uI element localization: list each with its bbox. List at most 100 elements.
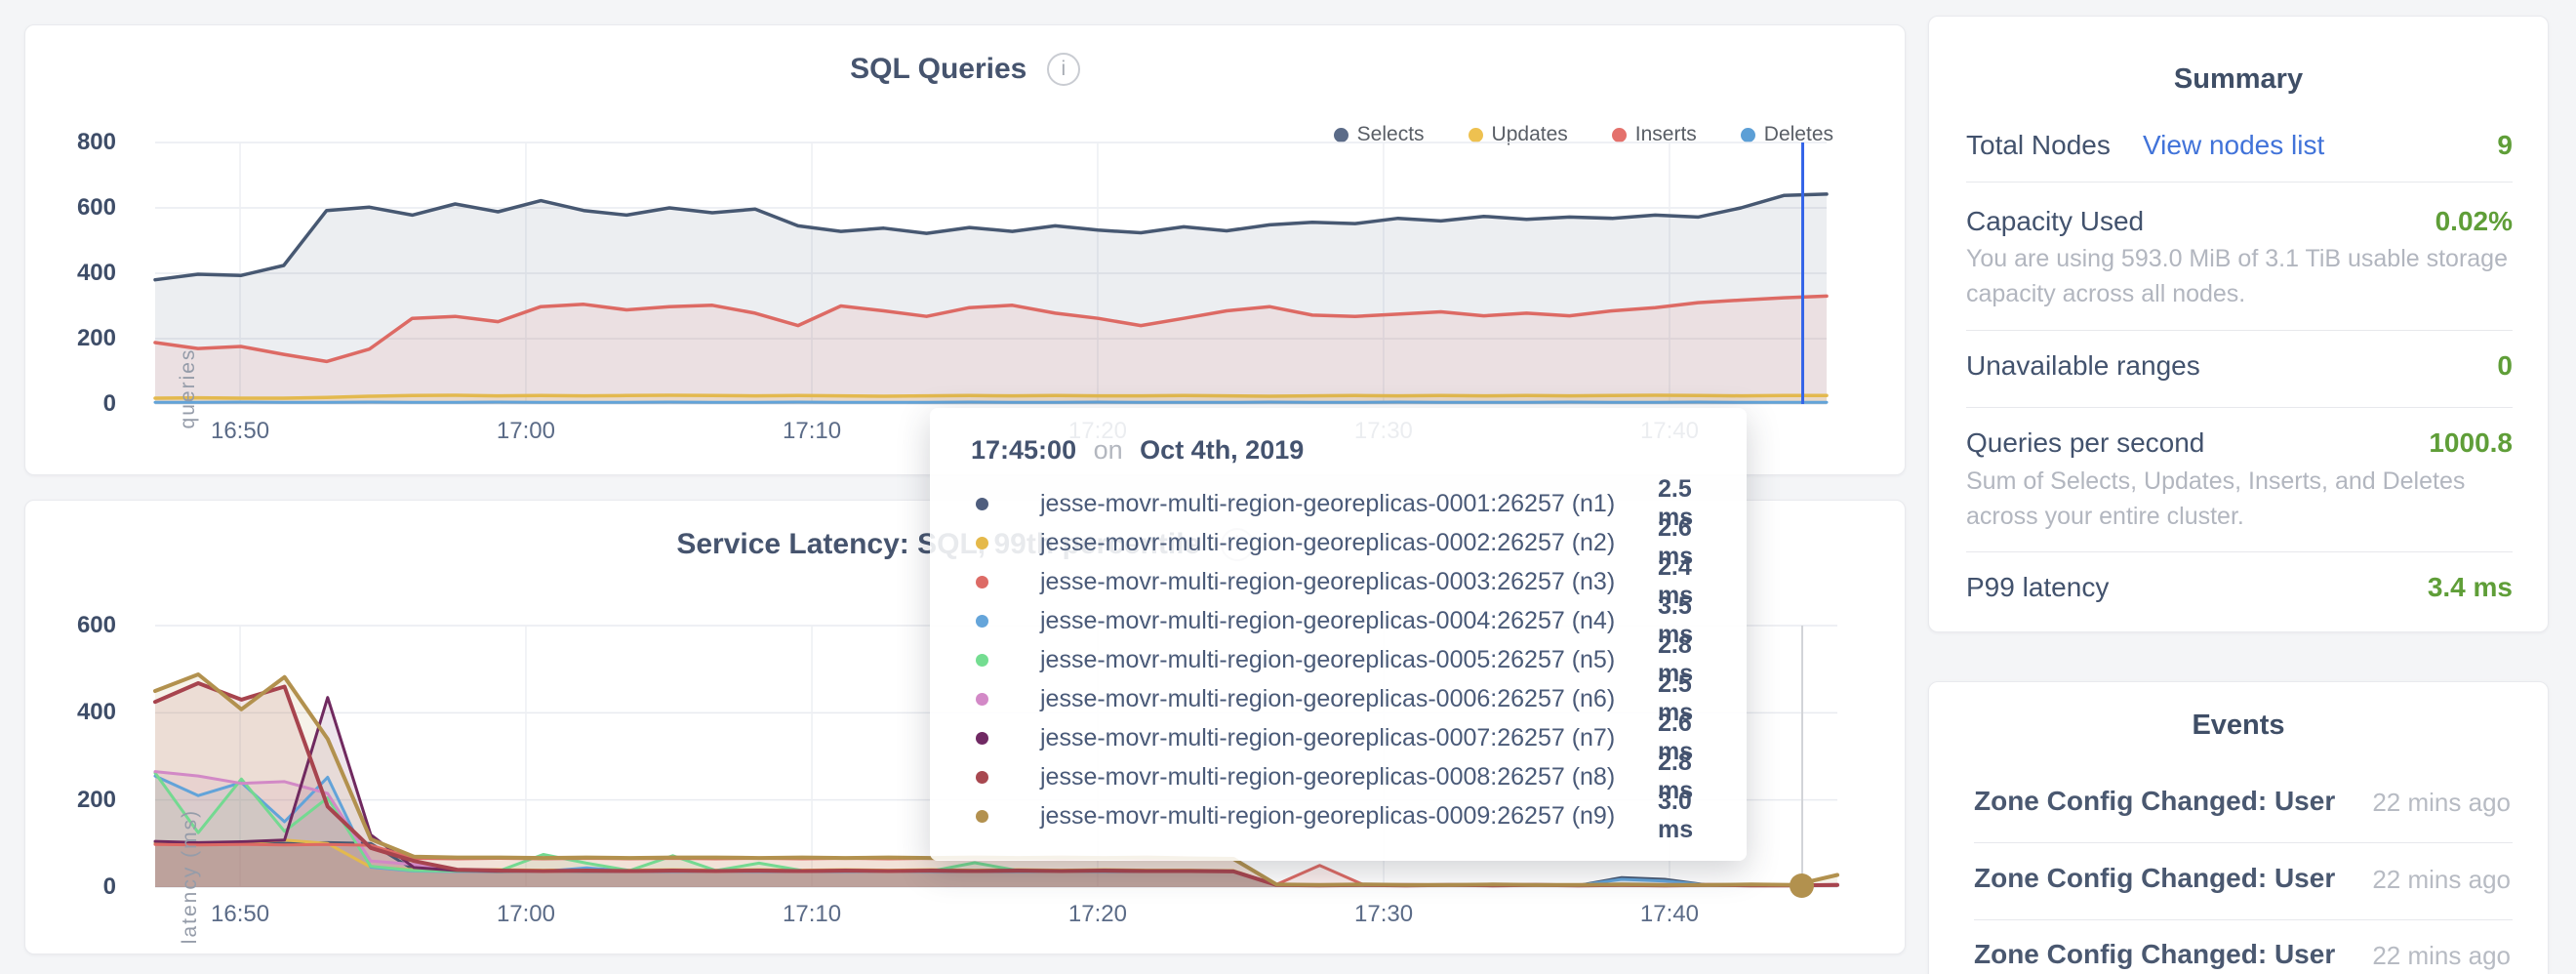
y-axis-title: latency (ms) [179, 808, 201, 945]
events-title: Events [2192, 710, 2285, 741]
sql-queries-svg [153, 142, 1829, 405]
chart-tooltip: 17:45:00 on Oct 4th, 2019 jesse-movr-mul… [930, 408, 1747, 861]
event-link[interactable]: Zone Config Changed: User… [1974, 863, 2335, 893]
node-name: jesse-movr-multi-region-georeplicas-0006… [1040, 684, 1616, 712]
x-axis-tick: 17:40 [1639, 901, 1699, 927]
unavailable-ranges-label: Unavailable ranges [1966, 350, 2200, 381]
capacity-used-label: Capacity Used [1966, 206, 2145, 236]
unavailable-ranges-value: 0 [2497, 350, 2513, 381]
node-name: jesse-movr-multi-region-georeplicas-0002… [1040, 528, 1616, 556]
divider [1966, 330, 2513, 331]
queries-per-second-label: Queries per second [1966, 427, 2205, 458]
node-latency: 3.0 ms [1658, 788, 1694, 843]
node-latency: 2.6 ms [1658, 514, 1694, 570]
event-link[interactable]: Zone Config Changed: User… [1974, 786, 2335, 816]
total-nodes-label: Total Nodes [1966, 130, 2111, 160]
inserts-dot-icon [1611, 127, 1627, 142]
tooltip-node-row: jesse-movr-multi-region-georeplicas-0003… [971, 553, 1717, 609]
node-color-dot [976, 654, 988, 667]
tooltip-node-row: jesse-movr-multi-region-georeplicas-0007… [971, 710, 1717, 765]
total-nodes-row: Total Nodes View nodes list 9 [1966, 130, 2513, 161]
legend-label: Inserts [1634, 123, 1697, 145]
x-axis-tick: 16:50 [211, 901, 270, 927]
y-axis-tick: 600 [76, 194, 116, 221]
node-color-dot [976, 693, 988, 706]
divider [1966, 407, 2513, 408]
node-color-dot [976, 771, 988, 784]
event-link[interactable]: Zone Config Changed: User… [1974, 939, 2335, 969]
sql-queries-legend: Selects Updates Inserts Deletes [1333, 123, 1833, 146]
x-axis-tick: 17:30 [1354, 901, 1414, 927]
y-axis-tick: 0 [102, 873, 116, 900]
unavailable-ranges-row: Unavailable ranges 0 [1966, 350, 2513, 382]
service-latency-plot[interactable]: 0 200 400 600 16:50 17:00 17:10 17:20 17:30 17:4… [77, 612, 1839, 944]
divider [1974, 919, 2513, 920]
divider [1966, 182, 2513, 183]
tooltip-time: 17:45:00 [971, 435, 1077, 465]
capacity-used-value: 0.02% [2435, 206, 2513, 236]
selects-dot-icon [1333, 127, 1348, 142]
capacity-used-row: Capacity Used 0.02% [1966, 206, 2513, 237]
node-name: jesse-movr-multi-region-georeplicas-0003… [1040, 567, 1616, 595]
legend-label: Updates [1491, 123, 1568, 145]
y-axis-tick: 400 [76, 699, 116, 726]
sql-queries-header: SQL Queries i [25, 53, 1905, 92]
node-color-dot [976, 498, 988, 510]
node-color-dot [976, 576, 988, 588]
y-axis-tick: 800 [76, 129, 116, 155]
node-name: jesse-movr-multi-region-georeplicas-0004… [1040, 606, 1616, 634]
tooltip-date: Oct 4th, 2019 [1140, 435, 1305, 465]
hover-time-line [1801, 142, 1804, 404]
node-name: jesse-movr-multi-region-georeplicas-0009… [1040, 801, 1616, 830]
node-latency: 2.8 ms [1658, 631, 1694, 687]
tooltip-node-row: jesse-movr-multi-region-georeplicas-0005… [971, 631, 1717, 687]
node-latency: 2.5 ms [1658, 670, 1694, 726]
deletes-dot-icon [1740, 127, 1755, 142]
tooltip-node-row: jesse-movr-multi-region-georeplicas-0009… [971, 788, 1717, 843]
updates-dot-icon [1468, 127, 1483, 142]
y-axis-tick: 600 [76, 612, 116, 638]
sql-queries-title: SQL Queries [850, 53, 1027, 85]
p99-latency-value: 3.4 ms [2427, 572, 2513, 602]
tooltip-timestamp: 17:45:00 on Oct 4th, 2019 [971, 431, 1717, 468]
divider [1966, 551, 2513, 552]
service-latency-svg [153, 625, 1839, 888]
event-time: 22 mins ago [2372, 788, 2511, 817]
y-axis-title: queries [177, 347, 199, 429]
node-latency: 2.4 ms [1658, 553, 1694, 609]
y-axis-labels: 0 200 400 600 [25, 612, 136, 900]
tooltip-preposition: on [1093, 435, 1123, 465]
tooltip-node-row: jesse-movr-multi-region-georeplicas-0002… [971, 514, 1717, 570]
tooltip-node-row: jesse-movr-multi-region-georeplicas-0001… [971, 475, 1717, 531]
summary-panel: Summary Total Nodes View nodes list 9 Ca… [1928, 16, 2549, 632]
tooltip-node-row: jesse-movr-multi-region-georeplicas-0006… [971, 670, 1717, 726]
node-latency: 2.6 ms [1658, 710, 1694, 765]
queries-per-second-value: 1000.8 [2429, 427, 2513, 458]
legend-item-updates: Updates [1468, 123, 1568, 146]
node-name: jesse-movr-multi-region-georeplicas-0008… [1040, 762, 1616, 791]
event-time: 22 mins ago [2372, 941, 2511, 970]
y-axis-tick: 200 [76, 325, 116, 351]
legend-label: Deletes [1763, 123, 1833, 145]
info-icon[interactable]: i [1046, 53, 1080, 86]
legend-item-deletes: Deletes [1740, 123, 1833, 146]
node-color-dot [976, 537, 988, 549]
x-axis-tick: 16:50 [210, 418, 270, 444]
y-axis-tick: 0 [102, 390, 116, 417]
node-color-dot [976, 732, 988, 745]
x-axis-tick: 17:20 [1067, 901, 1127, 927]
capacity-used-subtext: You are using 593.0 MiB of 3.1 TiB usabl… [1966, 245, 2508, 307]
tooltip-rows: jesse-movr-multi-region-georeplicas-0001… [971, 475, 1717, 843]
legend-item-selects: Selects [1333, 123, 1425, 146]
node-color-dot [976, 810, 988, 823]
sql-queries-card: SQL Queries i Selects Updates Inserts De… [24, 24, 1906, 475]
tooltip-node-row: jesse-movr-multi-region-georeplicas-0008… [971, 749, 1717, 804]
hover-point-dot [1790, 873, 1814, 898]
hover-time-line [1801, 626, 1803, 887]
queries-per-second-row: Queries per second 1000.8 [1966, 427, 2513, 459]
view-nodes-list-link[interactable]: View nodes list [2143, 130, 2325, 160]
y-axis-tick: 400 [76, 260, 116, 286]
x-axis-tick: 17:00 [496, 418, 555, 444]
event-time: 22 mins ago [2372, 865, 2511, 894]
